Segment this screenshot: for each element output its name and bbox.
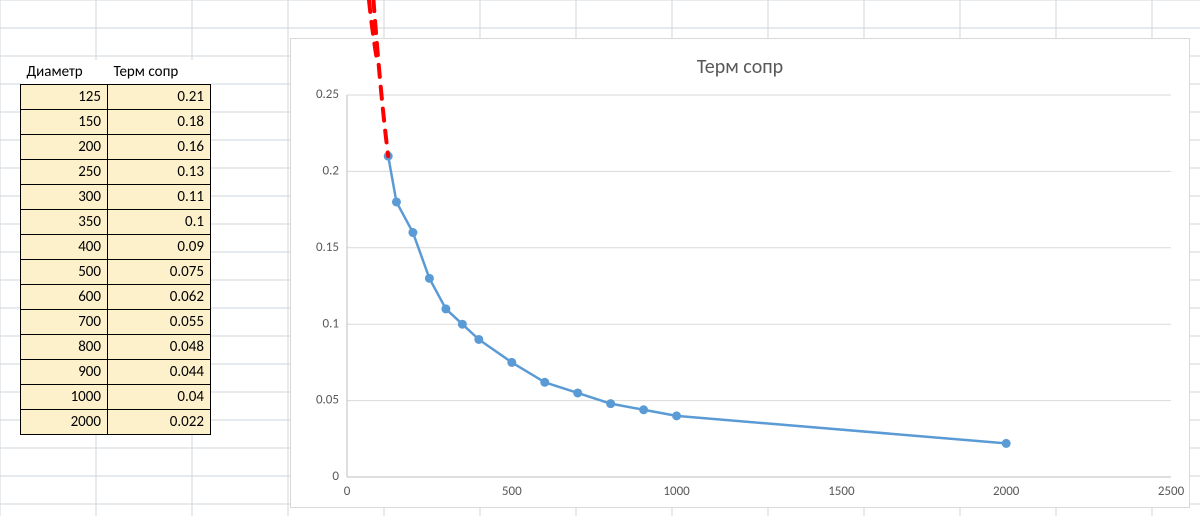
cell-therm[interactable]: 0.13 — [108, 160, 211, 185]
y-tick-label: 0.15 — [316, 240, 339, 255]
table-row: 8000.048 — [21, 335, 211, 360]
table-row: 3500.1 — [21, 210, 211, 235]
cell-diameter[interactable]: 350 — [21, 210, 108, 235]
cell-diameter[interactable]: 700 — [21, 310, 108, 335]
cell-diameter[interactable]: 400 — [21, 235, 108, 260]
cell-therm[interactable]: 0.022 — [108, 410, 211, 435]
series-marker — [441, 304, 450, 313]
series-marker — [1002, 439, 1011, 448]
cell-diameter[interactable]: 1000 — [21, 385, 108, 410]
x-tick-label: 2500 — [1158, 484, 1185, 499]
series-marker — [474, 335, 483, 344]
cell-therm[interactable]: 0.1 — [108, 210, 211, 235]
x-tick-label: 2000 — [993, 484, 1020, 499]
y-tick-label: 0.1 — [323, 316, 339, 331]
cell-therm[interactable]: 0.21 — [108, 85, 211, 110]
x-tick-label: 500 — [502, 484, 522, 499]
y-tick-label: 0 — [332, 469, 339, 484]
series-marker — [573, 388, 582, 397]
cell-diameter[interactable]: 300 — [21, 185, 108, 210]
cell-therm[interactable]: 0.055 — [108, 310, 211, 335]
y-tick-label: 0.25 — [316, 87, 339, 102]
table-row: 6000.062 — [21, 285, 211, 310]
series-marker — [392, 197, 401, 206]
data-table: Диаметр Терм сопр 1250.211500.182000.162… — [20, 60, 211, 435]
cell-therm[interactable]: 0.062 — [108, 285, 211, 310]
cell-therm[interactable]: 0.18 — [108, 110, 211, 135]
table-row: 5000.075 — [21, 260, 211, 285]
cell-therm[interactable]: 0.044 — [108, 360, 211, 385]
series-marker — [507, 358, 516, 367]
cell-diameter[interactable]: 200 — [21, 135, 108, 160]
table-row: 1250.21 — [21, 85, 211, 110]
series-marker — [672, 411, 681, 420]
series-marker — [425, 274, 434, 283]
table-row: 1500.18 — [21, 110, 211, 135]
table-body: 1250.211500.182000.162500.133000.113500.… — [21, 85, 211, 435]
x-tick-label: 1000 — [663, 484, 690, 499]
table-row: 9000.044 — [21, 360, 211, 385]
cell-diameter[interactable]: 800 — [21, 335, 108, 360]
table-row: 7000.055 — [21, 310, 211, 335]
cell-therm[interactable]: 0.11 — [108, 185, 211, 210]
table-row: 3000.11 — [21, 185, 211, 210]
series-marker — [458, 320, 467, 329]
series-marker — [540, 378, 549, 387]
table-header-diameter: Диаметр — [21, 60, 108, 85]
table-row: 2000.16 — [21, 135, 211, 160]
cell-therm[interactable]: 0.048 — [108, 335, 211, 360]
cell-diameter[interactable]: 500 — [21, 260, 108, 285]
y-tick-label: 0.05 — [316, 393, 339, 408]
table-row: 20000.022 — [21, 410, 211, 435]
cell-diameter[interactable]: 125 — [21, 85, 108, 110]
cell-therm[interactable]: 0.16 — [108, 135, 211, 160]
x-tick-label: 0 — [344, 484, 351, 499]
series-marker — [408, 228, 417, 237]
cell-therm[interactable]: 0.075 — [108, 260, 211, 285]
chart: Терм сопр 00.050.10.150.20.2505001000150… — [290, 38, 1190, 508]
cell-diameter[interactable]: 2000 — [21, 410, 108, 435]
table-row: 2500.13 — [21, 160, 211, 185]
cell-diameter[interactable]: 150 — [21, 110, 108, 135]
cell-diameter[interactable]: 250 — [21, 160, 108, 185]
cell-therm[interactable]: 0.09 — [108, 235, 211, 260]
cell-diameter[interactable]: 600 — [21, 285, 108, 310]
series-marker — [639, 405, 648, 414]
cell-therm[interactable]: 0.04 — [108, 385, 211, 410]
red-dash-annotation — [373, 0, 388, 156]
series-marker — [606, 399, 615, 408]
table-header-therm: Терм сопр — [108, 60, 211, 85]
x-tick-label: 1500 — [828, 484, 855, 499]
table-row: 4000.09 — [21, 235, 211, 260]
chart-svg: 0 0.05 0.1 0.15 0.2 0.25 0 500 1000 1500 2000 2500 — [291, 39, 1189, 507]
table-row: 10000.04 — [21, 385, 211, 410]
y-tick-label: 0.2 — [323, 164, 340, 179]
cell-diameter[interactable]: 900 — [21, 360, 108, 385]
